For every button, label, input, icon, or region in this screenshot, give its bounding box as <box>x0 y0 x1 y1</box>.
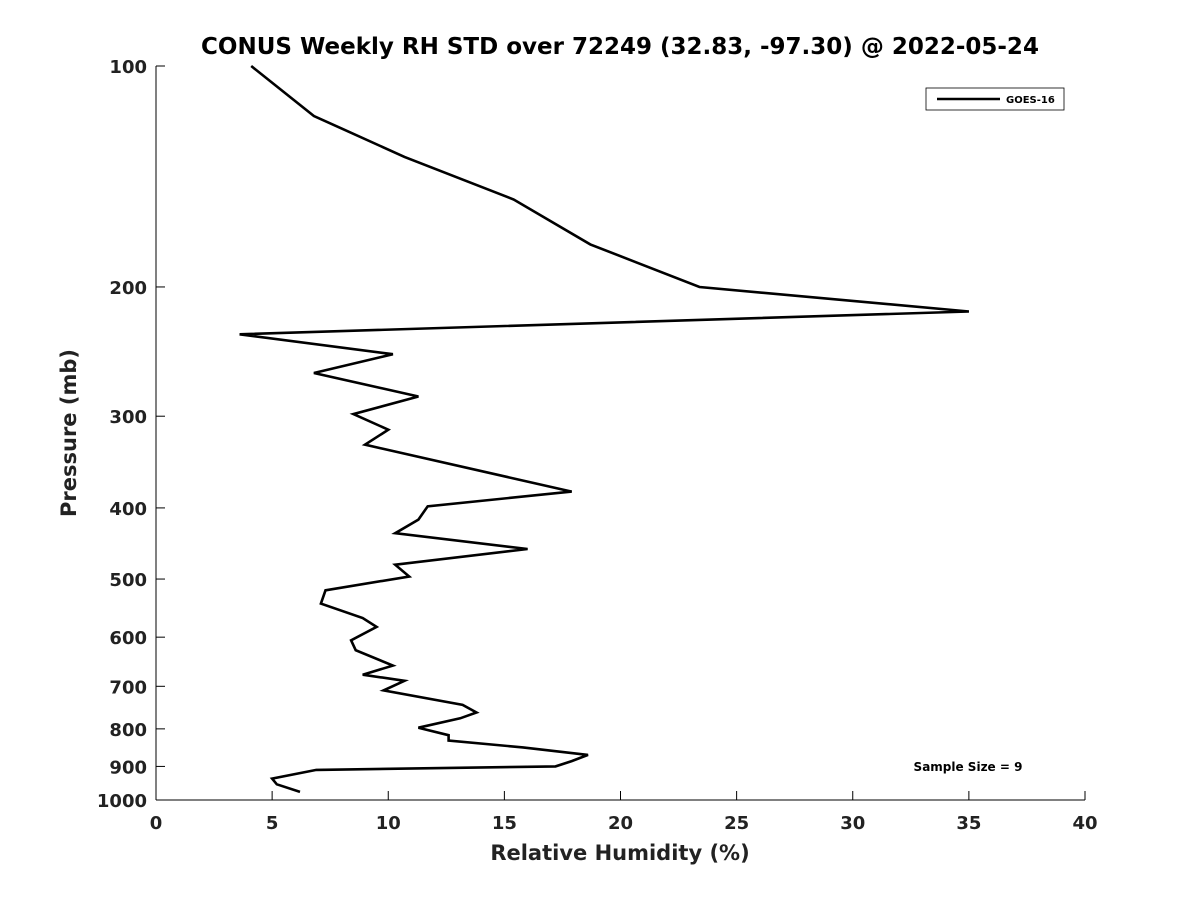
y-tick-label: 200 <box>109 278 147 299</box>
x-tick-label: 10 <box>376 813 401 834</box>
x-tick-label: 35 <box>956 813 981 834</box>
x-tick-label: 25 <box>724 813 749 834</box>
x-tick-label: 30 <box>840 813 865 834</box>
y-tick-label: 400 <box>109 499 147 520</box>
legend-label-goes-16: GOES-16 <box>1006 95 1055 106</box>
y-tick-label: 800 <box>109 720 147 741</box>
plot-axes <box>155 66 1085 801</box>
y-tick-group: 100 200 300 400 500 600 700 800 900 1000 <box>97 57 165 812</box>
y-tick-label: 900 <box>109 757 147 778</box>
x-tick-label: 15 <box>492 813 517 834</box>
sample-size-annotation: Sample Size = 9 <box>914 760 1023 774</box>
y-axis-label: Pressure (mb) <box>57 349 81 517</box>
y-tick-label: 600 <box>109 628 147 649</box>
legend: GOES-16 <box>925 87 1065 111</box>
x-tick-group: 0 5 10 15 20 25 30 35 40 <box>150 791 1098 834</box>
x-axis-label: Relative Humidity (%) <box>490 841 749 865</box>
series-group <box>239 64 970 794</box>
x-tick-label: 5 <box>266 813 279 834</box>
chart-title: CONUS Weekly RH STD over 72249 (32.83, -… <box>201 34 1039 60</box>
x-tick-label: 0 <box>150 813 163 834</box>
y-tick-label: 1000 <box>97 791 147 812</box>
series-line-goes-16 <box>239 64 970 794</box>
y-tick-label: 700 <box>109 677 147 698</box>
x-tick-label: 20 <box>608 813 633 834</box>
y-tick-label: 100 <box>109 57 147 78</box>
y-tick-label: 500 <box>109 570 147 591</box>
y-tick-label: 300 <box>109 407 147 428</box>
x-tick-label: 40 <box>1072 813 1097 834</box>
